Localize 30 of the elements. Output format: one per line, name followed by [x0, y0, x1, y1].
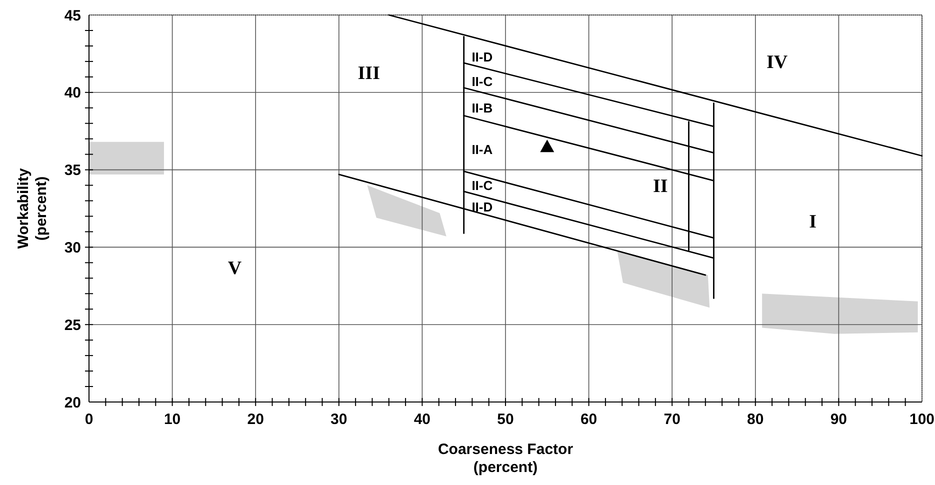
y-tick-label: 20	[64, 394, 81, 412]
x-tick-label: 30	[330, 411, 348, 428]
x-tick-label: 20	[247, 411, 264, 428]
y-tick-label: 35	[64, 162, 81, 180]
x-tick-label: 40	[414, 411, 431, 428]
annotation: II-A	[472, 142, 494, 158]
x-tick-label: 80	[747, 411, 764, 428]
x-tick-label: 50	[497, 411, 514, 428]
x-tick-label: 10	[164, 411, 181, 428]
x-tick-label: 0	[84, 411, 94, 428]
annotation: II-C	[472, 178, 494, 193]
x-tick-label: 100	[909, 411, 935, 428]
annotation: II-D	[472, 200, 493, 214]
x-tick-label: 60	[580, 411, 598, 428]
y-axis-title: Workability (percent)	[15, 168, 50, 249]
annotation: II-C	[472, 74, 494, 90]
y-tick-label: 45	[64, 7, 81, 24]
x-tick-label: 70	[664, 411, 680, 428]
y-tick-label: 25	[64, 316, 81, 334]
x-axis-title: Coarseness Factor (percent)	[438, 441, 574, 476]
annotation: III	[358, 62, 380, 84]
annotation: V	[228, 258, 242, 279]
y-tick-label: 40	[64, 84, 81, 102]
annotation: II-D	[472, 49, 493, 64]
annotation: II	[653, 176, 668, 197]
annotation: I	[809, 212, 817, 233]
y-tick-label: 30	[64, 239, 81, 256]
x-tick-label: 90	[830, 411, 848, 428]
annotation: II-B	[472, 100, 493, 116]
annotation: IV	[766, 52, 788, 74]
